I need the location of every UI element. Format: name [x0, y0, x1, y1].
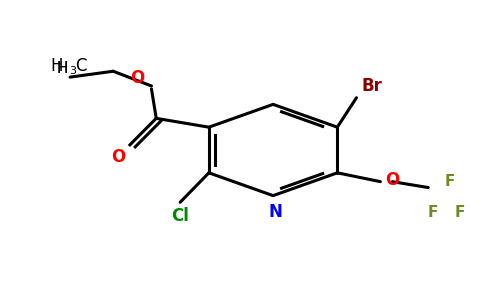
Text: F: F: [454, 205, 465, 220]
Text: H: H: [50, 57, 63, 75]
Text: O: O: [111, 148, 125, 166]
Text: N: N: [269, 203, 283, 221]
Text: O: O: [130, 69, 144, 87]
Text: C: C: [75, 57, 87, 75]
Text: F: F: [428, 205, 438, 220]
Text: H: H: [56, 61, 68, 76]
Text: Br: Br: [361, 77, 382, 95]
Text: O: O: [385, 171, 399, 189]
Text: H: H: [56, 61, 68, 76]
Text: F: F: [445, 174, 455, 189]
Text: 3: 3: [69, 66, 76, 76]
Text: Cl: Cl: [171, 207, 189, 225]
